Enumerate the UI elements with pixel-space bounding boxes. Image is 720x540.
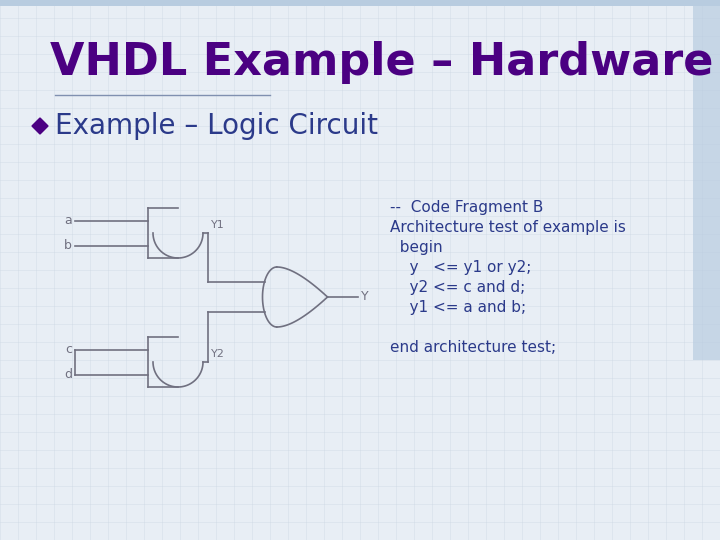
- Text: y1 <= a and b;: y1 <= a and b;: [390, 300, 526, 315]
- Text: Example – Logic Circuit: Example – Logic Circuit: [55, 112, 378, 140]
- Text: Y: Y: [361, 291, 368, 303]
- Text: --  Code Fragment B: -- Code Fragment B: [390, 200, 544, 215]
- Text: Y2: Y2: [211, 349, 225, 359]
- Bar: [0, 0, 720, 6]
- Text: Y1: Y1: [211, 220, 225, 230]
- Polygon shape: [32, 118, 48, 134]
- Text: Architecture test of example is: Architecture test of example is: [390, 220, 626, 235]
- Text: y2 <= c and d;: y2 <= c and d;: [390, 280, 526, 295]
- Text: b: b: [64, 239, 72, 252]
- Text: begin: begin: [390, 240, 443, 255]
- Text: VHDL Example – Hardware: VHDL Example – Hardware: [50, 40, 714, 84]
- Text: c: c: [65, 343, 72, 356]
- Text: d: d: [64, 368, 72, 381]
- Bar: [693, 0, 720, 360]
- Text: y   <= y1 or y2;: y <= y1 or y2;: [390, 260, 531, 275]
- Text: end architecture test;: end architecture test;: [390, 340, 556, 355]
- Text: a: a: [64, 214, 72, 227]
